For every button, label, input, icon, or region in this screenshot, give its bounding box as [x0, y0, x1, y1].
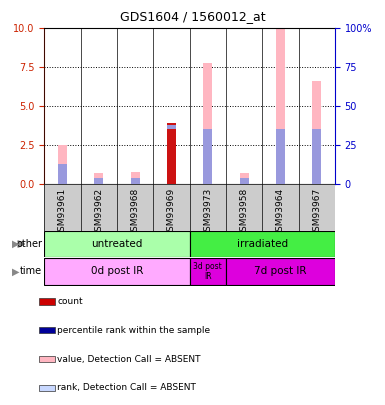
Bar	[167, 124, 176, 184]
Text: percentile rank within the sample: percentile rank within the sample	[57, 326, 211, 335]
Text: 3d post
IR: 3d post IR	[193, 262, 222, 281]
Text: count: count	[57, 297, 83, 306]
Bar	[226, 258, 335, 285]
Bar	[58, 164, 67, 184]
Text: 0d post IR: 0d post IR	[91, 266, 143, 276]
Bar	[44, 231, 190, 257]
Text: time: time	[20, 266, 42, 276]
Bar	[94, 178, 103, 184]
Text: ▶: ▶	[12, 239, 19, 249]
Bar	[94, 173, 103, 184]
Bar	[131, 178, 140, 184]
Bar	[190, 258, 226, 285]
Bar	[167, 125, 176, 129]
Text: rank, Detection Call = ABSENT: rank, Detection Call = ABSENT	[57, 384, 196, 392]
Text: GSM93958: GSM93958	[239, 188, 249, 237]
Text: GSM93961: GSM93961	[58, 188, 67, 237]
Bar	[239, 173, 249, 184]
Bar	[38, 298, 55, 305]
Bar	[131, 172, 140, 184]
Bar	[312, 81, 321, 184]
Bar	[58, 145, 67, 184]
Text: GSM93969: GSM93969	[167, 188, 176, 237]
Bar	[38, 356, 55, 362]
Bar	[38, 327, 55, 333]
Bar	[276, 28, 285, 184]
Bar	[276, 129, 285, 184]
Text: GDS1604 / 1560012_at: GDS1604 / 1560012_at	[120, 10, 265, 23]
Bar	[44, 258, 190, 285]
Bar	[312, 129, 321, 184]
Text: GSM93968: GSM93968	[131, 188, 140, 237]
Bar	[239, 178, 249, 184]
Text: value, Detection Call = ABSENT: value, Detection Call = ABSENT	[57, 355, 201, 364]
Text: ▶: ▶	[12, 266, 19, 276]
Bar	[203, 129, 212, 184]
Text: GSM93973: GSM93973	[203, 188, 212, 237]
Bar	[203, 63, 212, 184]
Text: irradiated: irradiated	[237, 239, 288, 249]
Text: GSM93962: GSM93962	[94, 188, 103, 237]
Text: GSM93964: GSM93964	[276, 188, 285, 237]
Text: other: other	[16, 239, 42, 249]
Bar	[190, 231, 335, 257]
Text: GSM93967: GSM93967	[312, 188, 321, 237]
Text: untreated: untreated	[91, 239, 142, 249]
Text: 7d post IR: 7d post IR	[254, 266, 307, 276]
Bar	[38, 385, 55, 391]
